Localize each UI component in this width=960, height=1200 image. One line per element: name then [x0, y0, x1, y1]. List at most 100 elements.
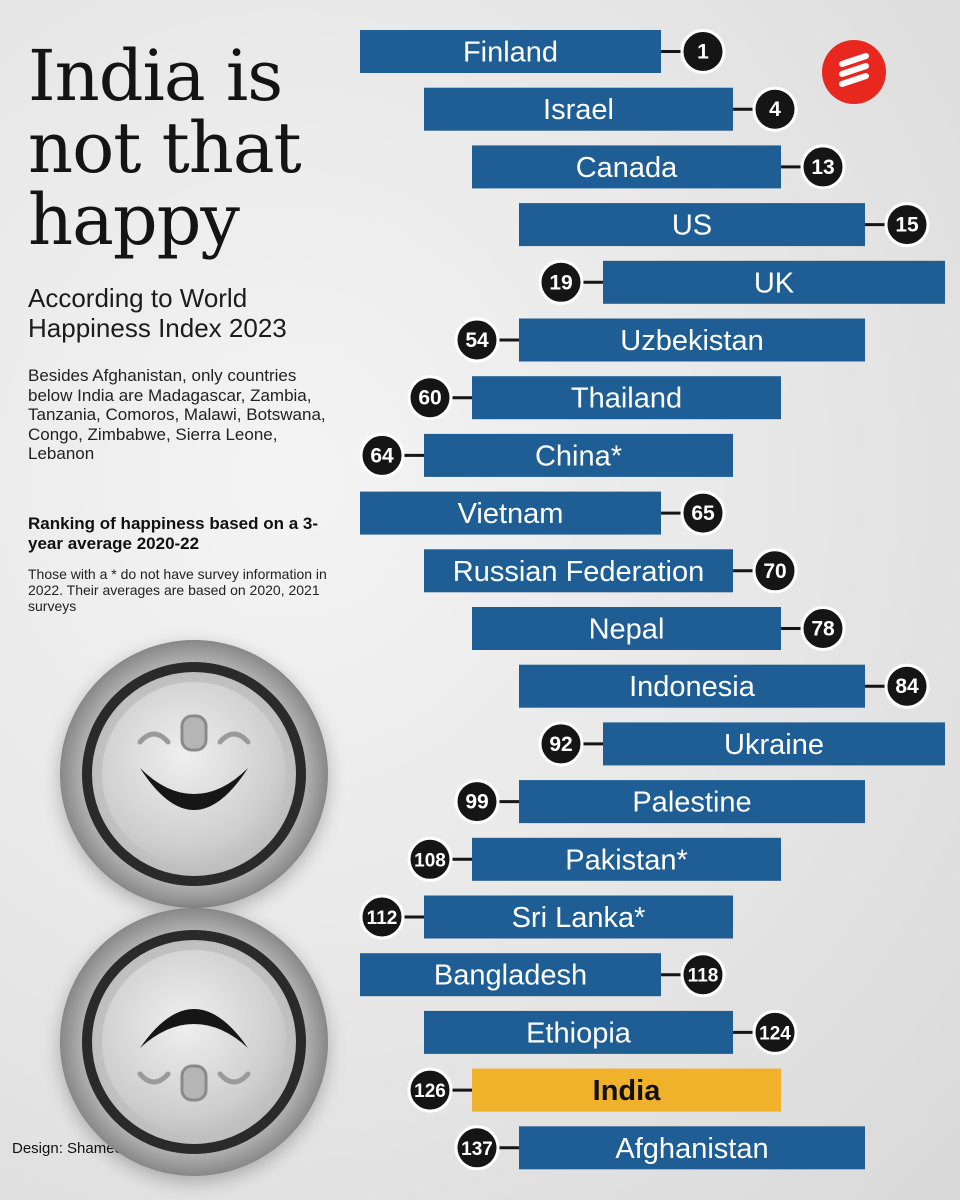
rank-value: 137 [461, 1139, 493, 1160]
rank-badge [680, 490, 726, 536]
design-credit: Design: Shameen [12, 1140, 132, 1157]
bar [519, 203, 865, 247]
bar-row: Indonesia 84 [519, 663, 930, 709]
rank-badge [359, 894, 405, 940]
bar [360, 491, 661, 535]
bar-row: Afghanistan 137 [454, 1125, 865, 1171]
bar-label: Vietnam [458, 498, 564, 530]
bar-label: Uzbekistan [620, 325, 763, 357]
bar [424, 1010, 733, 1054]
frowning-can-icon [60, 908, 328, 1176]
rank-badge [454, 779, 500, 825]
rank-value: 13 [811, 156, 834, 179]
rank-value: 15 [895, 214, 919, 237]
bar-row: Thailand 60 [407, 375, 781, 421]
bar [472, 376, 781, 420]
rank-value: 78 [811, 618, 835, 641]
rank-badge [454, 1125, 500, 1171]
rank-badge [359, 432, 405, 478]
rank-value: 108 [414, 850, 446, 871]
bar-row: Uzbekistan 54 [454, 317, 865, 363]
bar-row: Bangladesh 118 [360, 952, 726, 998]
rank-badge [407, 375, 453, 421]
bar-label: Thailand [571, 383, 682, 415]
rank-badge [752, 548, 798, 594]
rank-value: 92 [549, 733, 572, 756]
bar-row: Canada 13 [472, 144, 846, 190]
bar [603, 260, 945, 304]
bar [519, 664, 865, 708]
bar-row: Pakistan* 108 [407, 836, 781, 882]
bar-label: Canada [576, 152, 678, 184]
bar-label: China* [535, 440, 622, 472]
rank-value: 19 [549, 271, 572, 294]
rank-value: 60 [418, 387, 441, 410]
rank-value: 70 [763, 560, 786, 583]
bar [424, 433, 733, 477]
rank-badge [407, 836, 453, 882]
bar-row: Israel 4 [424, 86, 798, 132]
rank-badge [454, 317, 500, 363]
rank-badge [538, 721, 584, 767]
bar [519, 318, 865, 362]
rank-value: 112 [367, 908, 398, 929]
bar [472, 1068, 781, 1112]
bar-row: China* 64 [359, 432, 733, 478]
bar-row: Palestine 99 [454, 779, 865, 825]
bar [472, 837, 781, 881]
bar-row: Russian Federation 70 [424, 548, 798, 594]
bar [424, 549, 733, 593]
bar-row: Vietnam 65 [360, 490, 726, 536]
smiling-can-icon [60, 640, 328, 908]
subheading: According to World Happiness Index 2023 [28, 283, 287, 343]
bar-label: Palestine [632, 787, 751, 819]
bar-label: UK [754, 267, 795, 299]
bar [603, 722, 945, 766]
bar-label: Russian Federation [453, 556, 704, 588]
rank-badge [752, 86, 798, 132]
rank-badge [884, 202, 930, 248]
can-lid [102, 950, 286, 1134]
note-text: Besides Afghanistan, only countries belo… [28, 366, 326, 463]
smile-face-icon [137, 714, 251, 810]
bar [424, 87, 733, 131]
bar-label: Pakistan* [565, 844, 688, 876]
rank-value: 4 [769, 98, 781, 121]
rank-badge [884, 663, 930, 709]
bar-row: US 15 [519, 202, 930, 248]
bar [472, 607, 781, 650]
method-title: Ranking of happiness based on a 3-year a… [28, 514, 318, 553]
bar-row: UK 19 [538, 259, 945, 305]
bar [424, 895, 733, 939]
rank-badge [538, 259, 584, 305]
can-rim [82, 662, 306, 886]
bar-label: Indonesia [629, 671, 756, 703]
frown-face-icon [137, 1009, 251, 1102]
bar [519, 780, 865, 824]
bar-row: Ethiopia 124 [424, 1009, 798, 1055]
rank-value: 1 [697, 41, 709, 64]
rank-value: 65 [691, 502, 715, 525]
rank-badge [680, 29, 726, 74]
bar [519, 1126, 865, 1170]
bar-label: Ethiopia [526, 1017, 632, 1049]
can-rim [82, 930, 306, 1154]
rank-badge [800, 606, 846, 651]
bar-row: Nepal 78 [472, 606, 846, 651]
bar-row: Sri Lanka* 112 [359, 894, 733, 940]
rank-value: 99 [465, 791, 488, 814]
rank-badge [407, 1067, 453, 1113]
bar-label: Finland [463, 37, 558, 69]
bar-row: Finland 1 [360, 29, 726, 74]
rank-value: 124 [759, 1023, 791, 1044]
bar [472, 145, 781, 189]
bar-label: Ukraine [724, 729, 824, 761]
rank-value: 118 [688, 966, 719, 987]
rank-value: 84 [895, 675, 919, 698]
bar-label: India [593, 1075, 662, 1107]
bar [360, 953, 661, 997]
rank-value: 54 [465, 329, 489, 352]
bar [360, 30, 661, 73]
rank-badge [680, 952, 726, 998]
